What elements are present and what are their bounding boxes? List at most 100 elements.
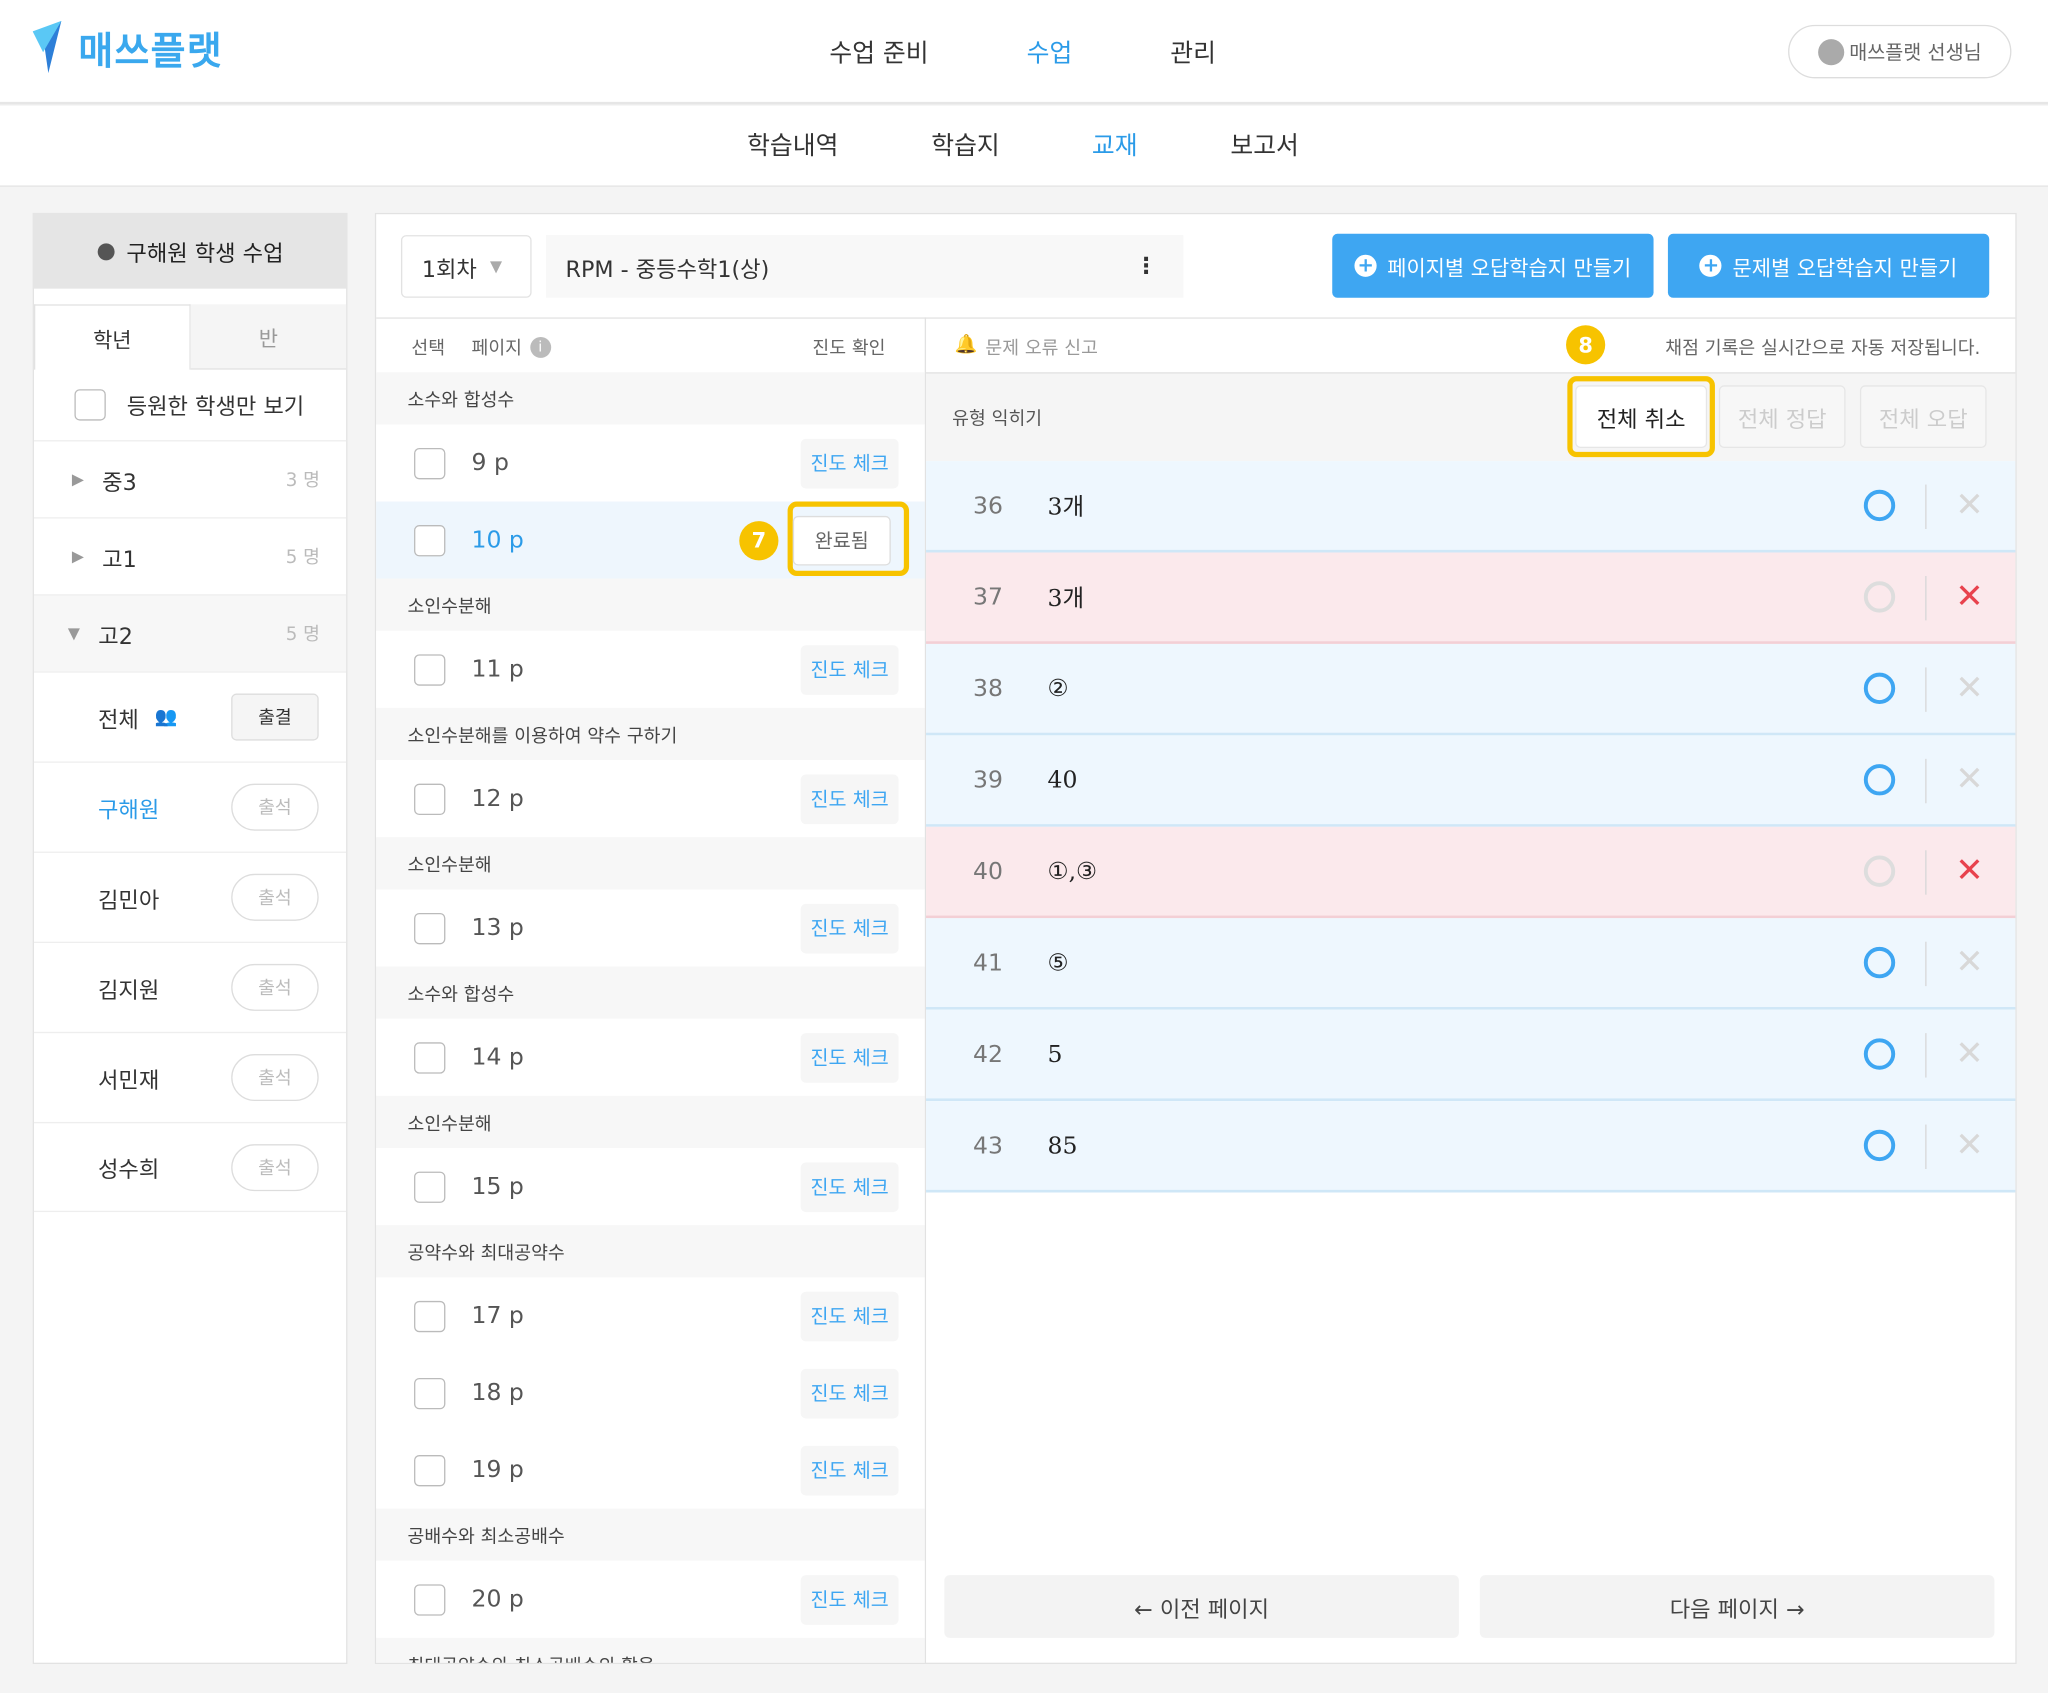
create-problem-wrong-sheet-button[interactable]: + 문제별 오답학습지 만들기 [1667,233,1990,298]
mark-wrong-icon[interactable]: ✕ [1955,668,1984,708]
mark-correct-icon[interactable] [1863,946,1896,979]
student-answer: 3개 [1047,493,1085,522]
student-row[interactable]: 김지원 출석 [33,941,347,1032]
mark-correct-icon[interactable] [1863,1129,1896,1162]
mark-wrong-icon[interactable]: ✕ [1955,485,1984,526]
enrolled-only-toggle[interactable]: 등원한 학생만 보기 [74,388,304,421]
section-header: 소인수분해 [376,837,925,890]
info-icon[interactable]: i [529,336,551,358]
subnav-history[interactable]: 학습내역 [747,131,839,161]
progress-check-button[interactable]: 진도 체크 [800,903,899,953]
attendance-button[interactable]: 출석 [231,873,319,921]
mark-correct-icon[interactable] [1863,1038,1896,1070]
more-icon[interactable]: ⋮ [1135,253,1158,280]
progress-check-button[interactable]: 진도 체크 [800,1032,899,1083]
group-count: 3 명 [285,470,320,492]
mark-wrong-icon[interactable]: ✕ [1955,1125,1984,1166]
page-label: 11 p [471,655,524,684]
mark-correct-icon[interactable] [1863,764,1896,796]
caret-right-icon: ▶ [71,470,84,489]
page-checkbox[interactable] [414,1454,446,1486]
page-checkbox[interactable] [414,1583,446,1616]
page-checkbox[interactable] [414,912,446,944]
prev-page-button[interactable]: ← 이전 페이지 [944,1575,1459,1638]
page-row[interactable]: 20 p 진도 체크 [376,1560,925,1638]
page-row[interactable]: 12 p 진도 체크 [376,760,925,838]
student-row[interactable]: 구해원 출석 [33,761,347,851]
tab-grade[interactable]: 학년 [33,304,191,370]
completed-button[interactable]: 완료됨 [792,515,891,565]
page-row[interactable]: 9 p 진도 체크 [376,424,925,502]
page-row[interactable]: 14 p 진도 체크 [376,1018,925,1096]
mark-wrong-icon[interactable]: ✕ [1955,851,1984,891]
attendance-button[interactable]: 출석 [231,1054,319,1102]
mark-wrong-icon[interactable]: ✕ [1955,943,1984,983]
mark-correct-icon[interactable] [1863,489,1896,522]
page-checkbox[interactable] [414,653,446,686]
mark-correct-icon[interactable] [1863,855,1896,887]
page-checkbox[interactable] [414,1377,446,1409]
page-row[interactable]: 10 p 7 완료됨 [376,501,925,579]
progress-check-button[interactable]: 진도 체크 [800,1574,899,1625]
tab-class[interactable]: 반 [190,304,347,370]
user-menu[interactable]: 매쓰플랫 선생님 [1788,24,2012,79]
page-row[interactable]: 17 p 진도 체크 [376,1277,925,1355]
page-label: 9 p [471,449,509,477]
divider [1925,850,1927,895]
grade-group[interactable]: ▼ 고2 5 명 [33,594,347,672]
attendance-button[interactable]: 출석 [231,963,319,1011]
progress-check-button[interactable]: 진도 체크 [800,438,899,488]
session-dropdown[interactable]: 1회차 ▼ [400,235,532,298]
page-checkbox[interactable] [414,447,446,479]
mark-wrong-icon[interactable]: ✕ [1955,577,1984,617]
page-row[interactable]: 15 p 진도 체크 [376,1148,925,1226]
problem-number: 36 [973,491,1003,520]
page-checkbox[interactable] [414,783,446,815]
progress-check-button[interactable]: 진도 체크 [800,1161,899,1212]
next-page-button[interactable]: 다음 페이지 → [1479,1575,1995,1638]
student-row[interactable]: 성수희 출석 [33,1121,347,1213]
page-checkbox[interactable] [414,1170,446,1203]
group-icon: 👥 [154,706,178,728]
subnav-textbook[interactable]: 교재 [1091,131,1138,161]
page-row[interactable]: 19 p 진도 체크 [376,1431,925,1509]
cancel-all-button[interactable]: 전체 취소 [1575,385,1708,448]
attendance-button[interactable]: 출석 [231,783,319,831]
student-row-all[interactable]: 전체 👥 출결 [33,671,347,761]
page-checkbox[interactable] [414,524,446,556]
page-row[interactable]: 11 p 진도 체크 [376,630,925,708]
progress-check-button[interactable]: 진도 체크 [800,773,899,824]
student-row[interactable]: 김민아 출석 [33,851,347,942]
all-correct-button[interactable]: 전체 정답 [1718,385,1846,448]
student-row[interactable]: 서민재 출석 [33,1031,347,1122]
book-selector[interactable]: RPM - 중등수학1(상) ⋮ [545,235,1184,298]
create-page-wrong-sheet-button[interactable]: + 페이지별 오답학습지 만들기 [1332,233,1654,298]
page-row[interactable]: 18 p 진도 체크 [376,1354,925,1432]
report-label: 문제 오류 신고 [985,338,1098,360]
all-wrong-button[interactable]: 전체 오답 [1859,385,1987,448]
mark-wrong-icon[interactable]: ✕ [1955,760,1984,800]
mark-correct-icon[interactable] [1863,672,1896,704]
logo[interactable]: 매쓰플랫 [78,28,223,74]
subnav-worksheet[interactable]: 학습지 [931,131,1000,161]
progress-check-button[interactable]: 진도 체크 [800,1368,899,1418]
attendance-all-button[interactable]: 출결 [231,693,319,741]
subnav-report[interactable]: 보고서 [1230,131,1299,161]
grade-group[interactable]: ▶ 고1 5 명 [33,517,347,595]
nav-class-prep[interactable]: 수업 준비 [829,39,929,68]
progress-check-button[interactable]: 진도 체크 [800,1291,899,1341]
progress-check-button[interactable]: 진도 체크 [800,1445,899,1495]
nav-class[interactable]: 수업 [1026,39,1073,68]
mark-wrong-icon[interactable]: ✕ [1955,1034,1984,1074]
section-header: 최대공약수와 최소공배수의 활용 [376,1637,925,1663]
page-checkbox[interactable] [414,1300,446,1332]
attendance-button[interactable]: 출석 [231,1143,319,1191]
page-checkbox[interactable] [414,1041,446,1073]
report-error-link[interactable]: 🔔 문제 오류 신고 [955,334,1098,360]
nav-manage[interactable]: 관리 [1170,39,1216,68]
page-row[interactable]: 13 p 진도 체크 [376,889,925,967]
mark-correct-icon[interactable] [1863,581,1896,613]
grade-group[interactable]: ▶ 중3 3 명 [33,440,347,518]
enrolled-checkbox[interactable] [74,388,106,420]
progress-check-button[interactable]: 진도 체크 [800,644,899,695]
